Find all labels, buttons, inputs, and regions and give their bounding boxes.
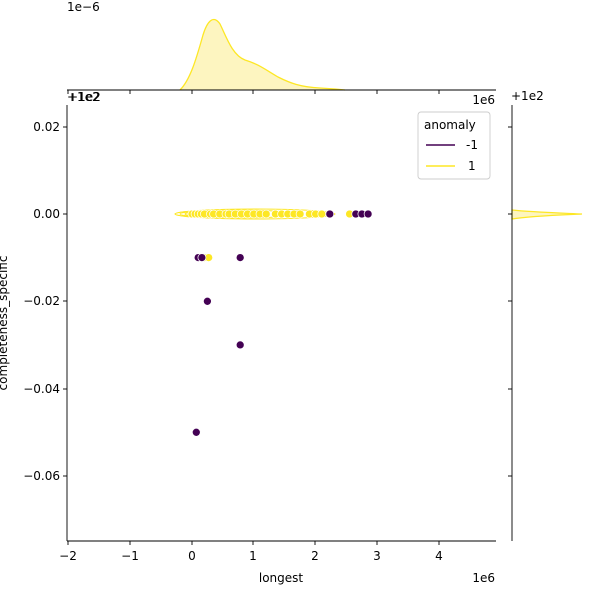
svg-text:2: 2 bbox=[311, 549, 319, 563]
top-marginal-x-scale: 1e6 bbox=[472, 93, 495, 107]
x-tick-labels: −2 −1 0 1 2 3 4 bbox=[59, 549, 443, 563]
right-marginal-offset-label: +1e2 bbox=[511, 89, 544, 103]
data-point bbox=[363, 209, 373, 219]
y-offset-label: +1e2 bbox=[68, 90, 101, 104]
main-axes: 0.02 0.00 −0.02 −0.04 −0.06 +1e2 complet… bbox=[0, 90, 496, 585]
svg-text:1: 1 bbox=[249, 549, 257, 563]
svg-text:−1: −1 bbox=[121, 549, 139, 563]
data-point bbox=[235, 253, 245, 262]
y-tick-labels: 0.02 0.00 −0.02 −0.04 −0.06 bbox=[23, 120, 60, 483]
svg-text:0: 0 bbox=[188, 549, 196, 563]
top-marginal-scale-label: 1e−6 bbox=[67, 0, 100, 14]
data-point bbox=[325, 209, 335, 219]
data-point bbox=[295, 209, 305, 219]
svg-text:0.02: 0.02 bbox=[33, 120, 60, 134]
right-marginal-kde: +1e2 bbox=[508, 89, 583, 541]
svg-text:−0.06: −0.06 bbox=[23, 469, 60, 483]
data-point bbox=[197, 253, 207, 262]
legend-label-neg1: -1 bbox=[466, 138, 478, 152]
y-axis-label: completeness_specific bbox=[0, 256, 10, 391]
right-marginal-ticks bbox=[508, 126, 512, 477]
svg-text:−0.02: −0.02 bbox=[23, 294, 60, 308]
data-point bbox=[191, 427, 201, 437]
legend-title: anomaly bbox=[424, 118, 476, 132]
kde-line-anomaly-1 bbox=[179, 19, 346, 91]
data-point bbox=[317, 209, 327, 219]
x-offset-label: 1e6 bbox=[472, 571, 495, 585]
legend-label-1: 1 bbox=[468, 159, 476, 173]
top-marginal-offset-label: +1e2 bbox=[67, 90, 100, 104]
data-point bbox=[261, 209, 271, 219]
series-anomaly--1 bbox=[191, 209, 373, 437]
x-ticks bbox=[67, 541, 440, 545]
scatter-points bbox=[187, 209, 373, 437]
svg-text:−2: −2 bbox=[59, 549, 77, 563]
legend: anomaly -1 1 bbox=[417, 111, 491, 180]
ykde-fill-anomaly-1 bbox=[511, 209, 583, 220]
series-anomaly-1 bbox=[187, 209, 354, 262]
svg-text:−0.04: −0.04 bbox=[23, 382, 60, 396]
svg-text:4: 4 bbox=[435, 549, 443, 563]
data-point bbox=[235, 340, 245, 350]
kde-fill-anomaly-1 bbox=[180, 19, 345, 90]
y-ticks bbox=[63, 126, 67, 477]
top-marginal-kde: 1e−6 +1e2 1e6 bbox=[67, 0, 496, 107]
svg-text:3: 3 bbox=[373, 549, 381, 563]
svg-text:0.00: 0.00 bbox=[33, 207, 60, 221]
top-marginal-ticks bbox=[67, 90, 440, 94]
x-axis-label: longest bbox=[259, 571, 304, 585]
data-point bbox=[203, 296, 212, 306]
